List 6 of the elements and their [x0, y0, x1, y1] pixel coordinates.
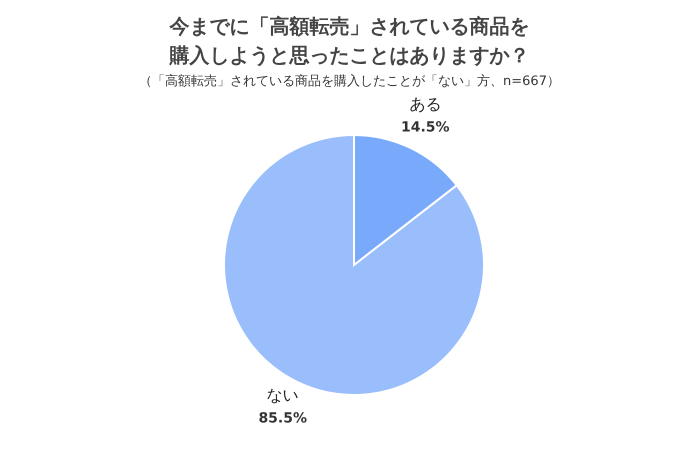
data-label: 85.5% — [258, 410, 308, 426]
slice-label: ある — [409, 94, 442, 114]
chart-title: 今までに「高額転売」されている商品を購入しようと思ったことはありますか？ — [168, 13, 530, 69]
chart-subtitle: （「高額転売」されている商品を購入したことが「ない」方、n=667） — [138, 73, 561, 90]
slice-label: ない — [266, 385, 299, 404]
data-label: 14.5% — [400, 120, 450, 136]
